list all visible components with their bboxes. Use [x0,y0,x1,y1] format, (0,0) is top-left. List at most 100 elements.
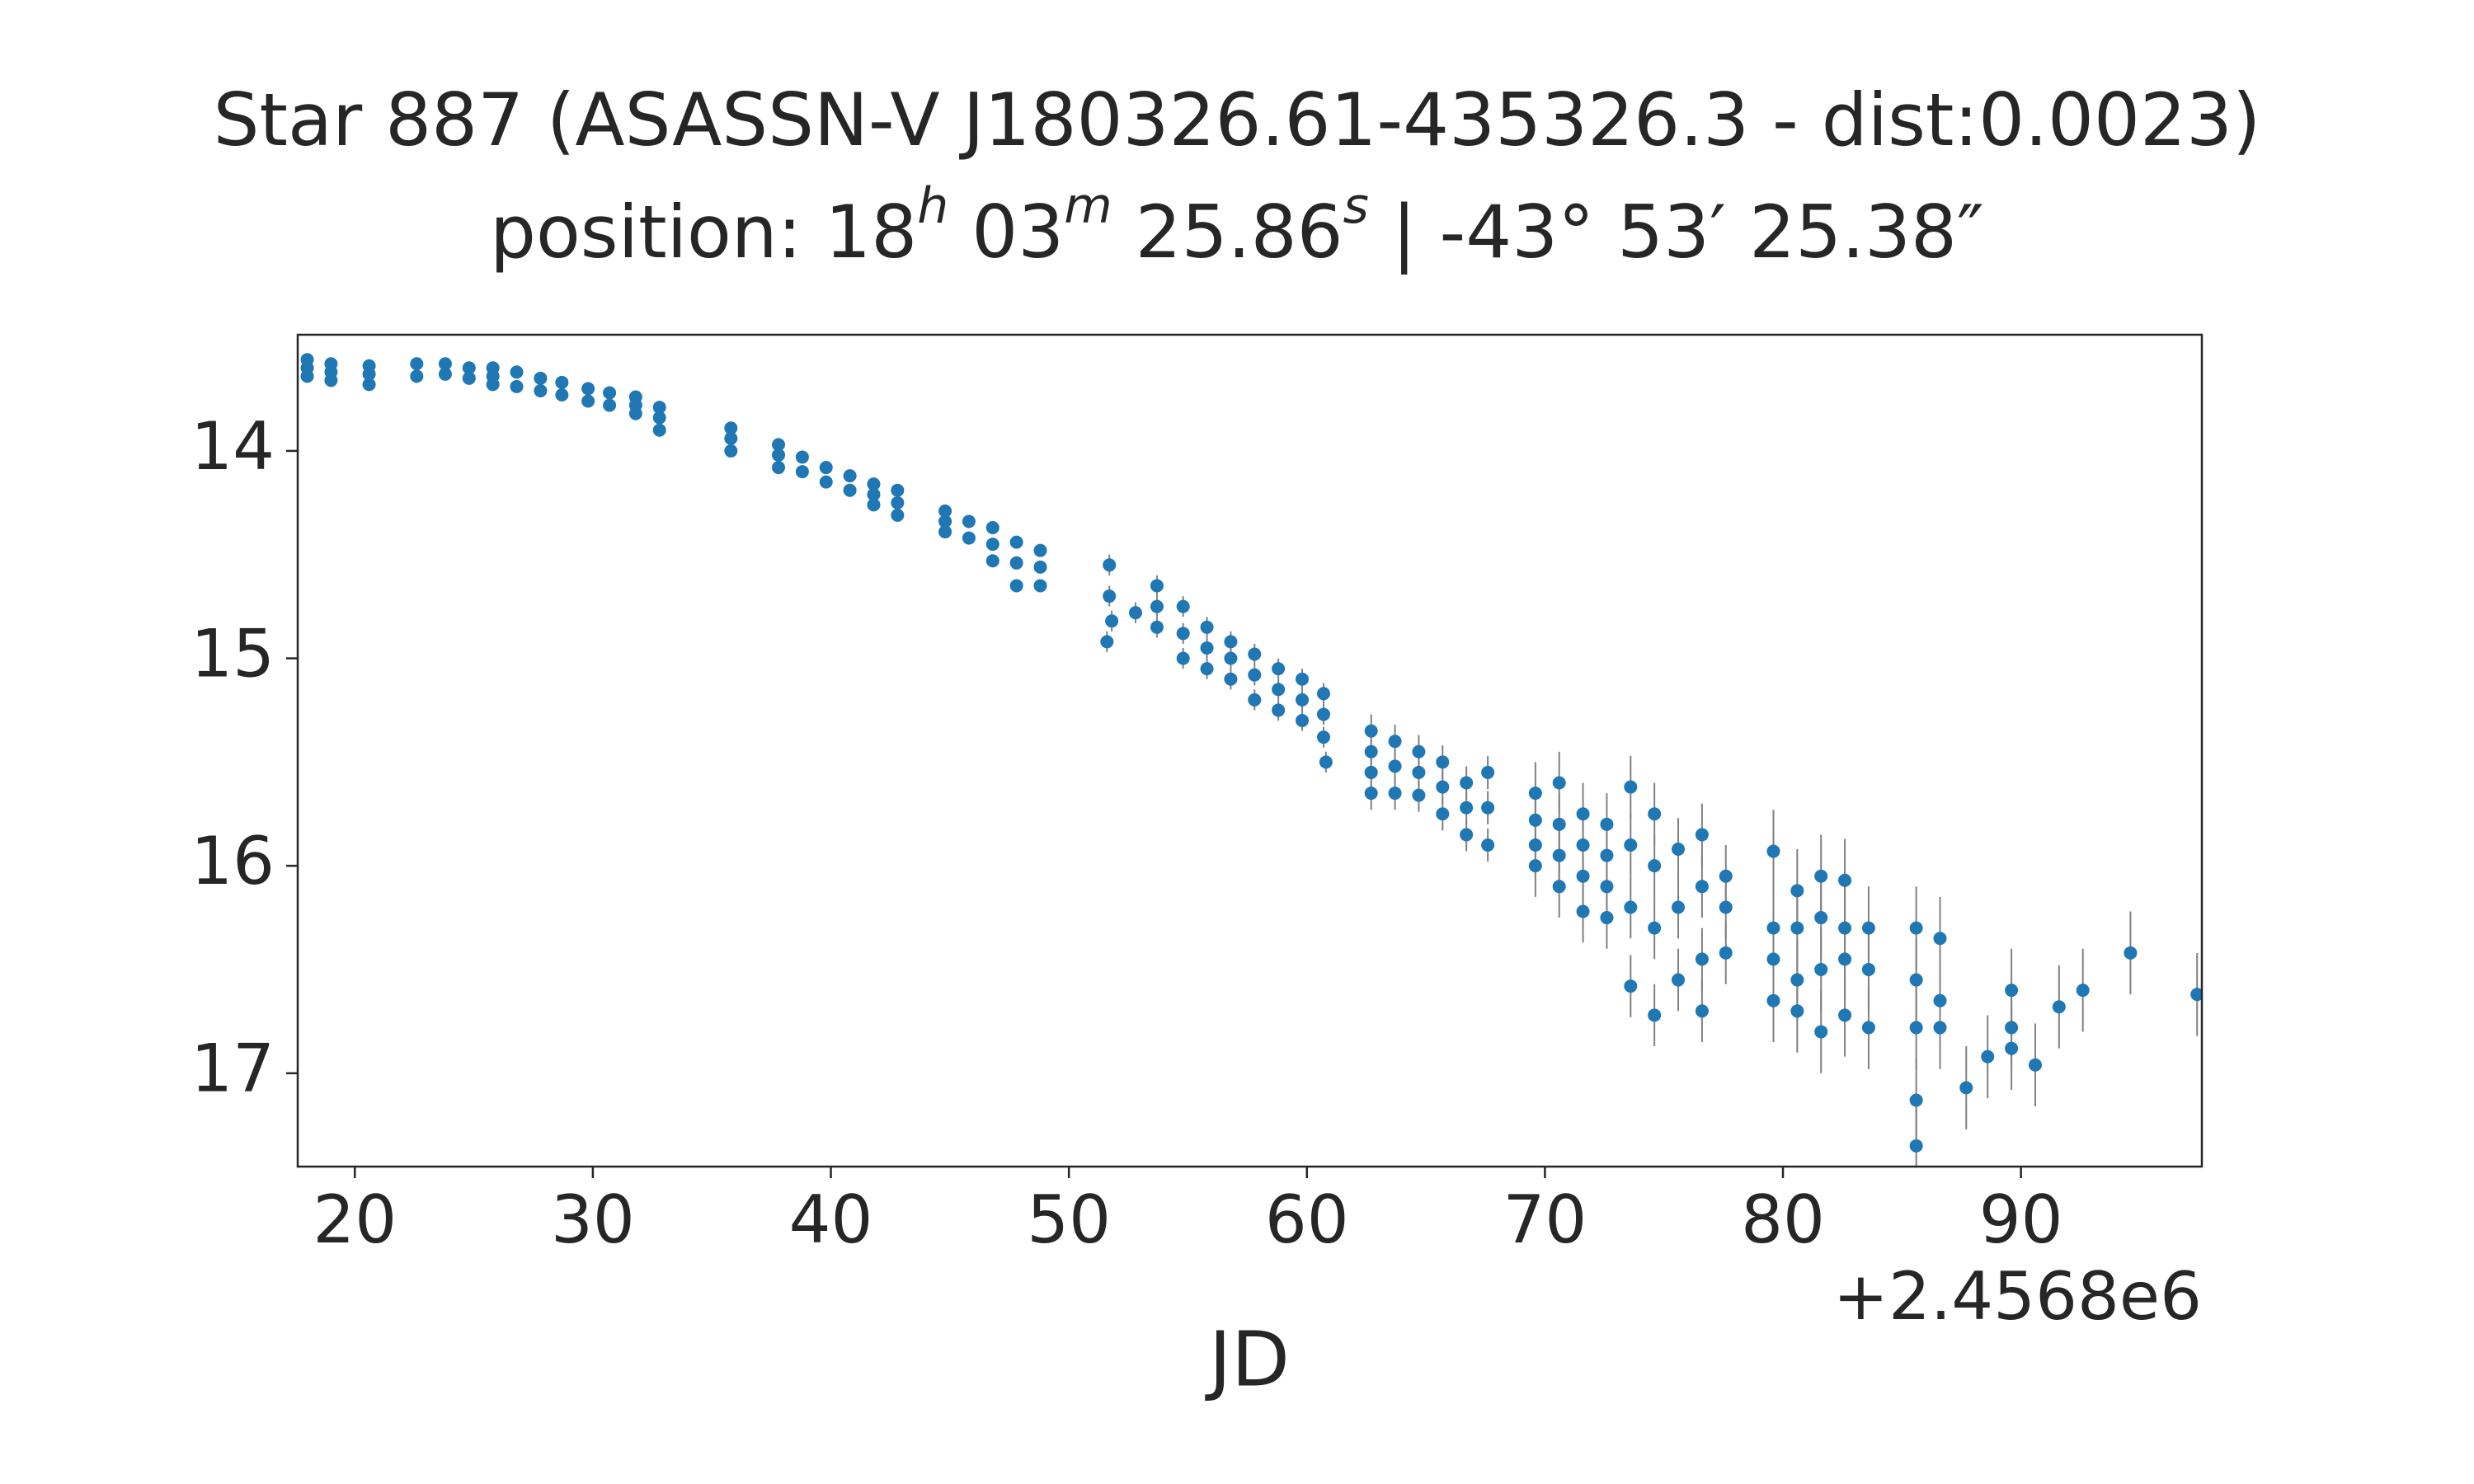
data-point [1528,838,1542,852]
data-point [1576,838,1590,852]
x-offset-label: +2.4568e6 [1833,1258,2202,1335]
data-point [1481,765,1495,779]
data-point [867,498,881,512]
subtitle-superscript: s [1343,177,1369,235]
data-point [724,421,738,435]
data-point [1790,1004,1804,1018]
data-point [1272,683,1286,697]
data-point [1838,952,1852,966]
y-tick-label: 17 [190,1031,275,1107]
data-point [2190,988,2202,1002]
data-point [1695,1004,1709,1018]
data-point [652,401,666,415]
data-point [1695,952,1709,966]
subtitle-part: 25.86 [1112,190,1343,275]
data-point [462,371,476,385]
subtitle-superscript: h [917,177,948,235]
data-point [1364,765,1378,779]
data-point [1909,1139,1923,1153]
data-point [1128,606,1142,620]
data-point [1272,662,1286,676]
data-point [1388,735,1402,749]
data-point [1033,579,1047,593]
data-point [1295,693,1309,707]
data-point [1412,788,1426,802]
data-point [985,538,999,552]
data-point [1009,535,1023,549]
data-point [2076,984,2090,998]
data-point [724,444,738,458]
data-point [1436,755,1450,769]
data-point [410,369,424,383]
data-point [603,386,617,400]
x-tick-label: 60 [1265,1181,1349,1258]
data-point [438,357,452,371]
data-point [938,504,952,518]
data-point [1248,668,1262,682]
data-point [1861,962,1875,976]
data-point [438,367,452,381]
data-point [1814,1025,1828,1039]
data-point [510,365,524,379]
data-point [1648,859,1662,873]
data-point [1103,589,1117,603]
data-point [1648,807,1662,821]
data-point [1272,703,1286,717]
data-point [410,357,424,371]
y-tick-label: 16 [190,823,275,899]
data-point [938,514,952,528]
data-point [1295,714,1309,728]
data-point [1150,599,1164,613]
subtitle-part: position: 18 [490,190,917,275]
data-point [1672,900,1686,914]
axes-frame [296,333,2204,1168]
data-point [581,382,595,396]
x-tick-label: 70 [1503,1181,1587,1258]
data-point [1719,869,1733,883]
data-point [772,448,786,462]
data-point [1224,672,1238,686]
data-point [1672,843,1686,857]
data-point [962,531,976,545]
data-point [603,398,617,412]
subtitle-part: | -43° 53′ 25.38″ [1369,190,1984,275]
data-point [1528,787,1542,801]
data-point [985,554,999,568]
chart-subtitle: position: 18h 03m 25.86s | -43° 53′ 25.3… [490,177,1984,275]
data-point [1009,556,1023,570]
data-point [795,465,809,479]
data-point [1412,765,1426,779]
data-point [1460,801,1474,815]
data-point [1600,880,1614,894]
data-point [1364,787,1378,801]
data-point [1316,707,1330,721]
data-point [1790,884,1804,898]
data-point [1838,921,1852,935]
data-point [1481,801,1495,815]
data-point [2005,984,2019,998]
data-point [1460,828,1474,842]
data-point [1364,724,1378,738]
data-point [1648,1008,1662,1022]
data-point [1624,838,1638,852]
data-point [1009,579,1023,593]
data-point [324,373,338,387]
data-point [1105,614,1119,628]
data-point [1909,921,1923,935]
data-point [1981,1050,1995,1064]
data-point [1814,911,1828,925]
data-point [1933,932,1947,946]
data-point [2005,1041,2019,1055]
y-tick-label: 14 [190,408,275,485]
data-point [1933,993,1947,1007]
data-point [1909,1093,1923,1107]
data-point [1316,730,1330,744]
data-point [1861,1021,1875,1035]
data-point [1959,1081,1973,1095]
data-point [1150,620,1164,634]
data-point [1790,921,1804,935]
data-point [1033,560,1047,574]
data-point [1838,873,1852,887]
data-point [1695,880,1709,894]
x-tick-label: 40 [789,1181,873,1258]
